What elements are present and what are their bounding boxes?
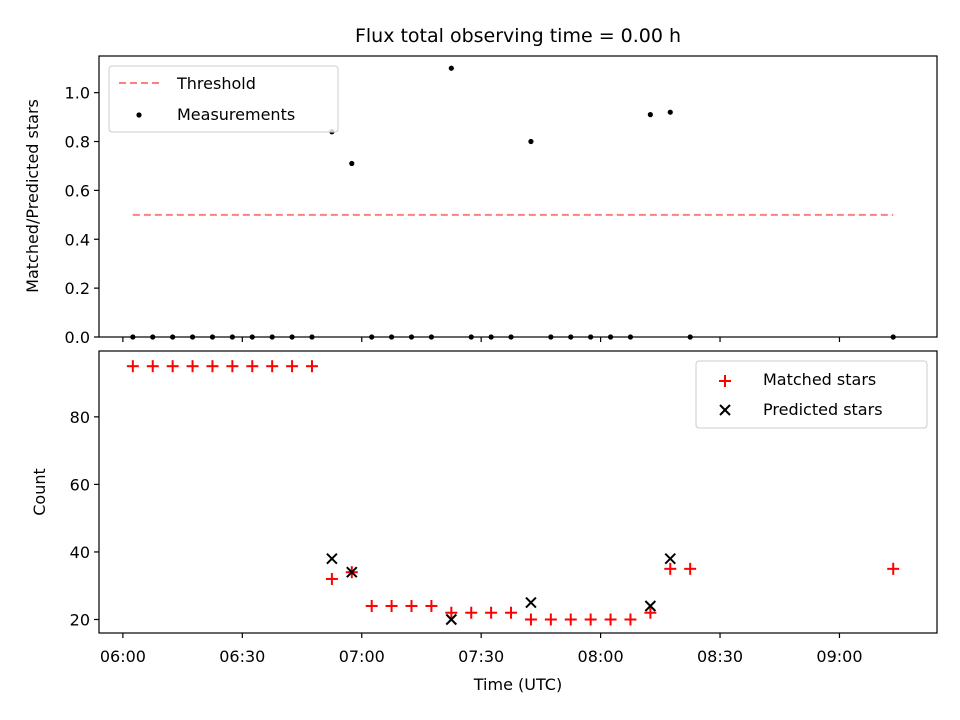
matched-star-point (887, 562, 900, 575)
matched-star-point (524, 613, 537, 626)
x-tick-label: 08:00 (578, 647, 624, 666)
top-y-tick-label: 0.4 (65, 230, 90, 249)
measurement-point (647, 112, 653, 118)
x-tick-label: 07:30 (458, 647, 504, 666)
x-tick-label: 06:30 (219, 647, 265, 666)
predicted-star-point (445, 613, 458, 626)
top-y-tick-label: 0.2 (65, 279, 90, 298)
top-y-tick-label: 1.0 (65, 84, 90, 103)
matched-star-point (425, 599, 438, 612)
matched-star-point (266, 360, 279, 373)
measurement-point (667, 109, 673, 115)
matched-star-point (385, 599, 398, 612)
matched-star-point (584, 613, 597, 626)
predicted-star-point (664, 552, 676, 565)
bottom-axes-frame (98, 350, 938, 634)
top-legend: Threshold Measurements (108, 65, 339, 133)
matched-star-point (485, 606, 498, 619)
bottom-y-tick-label: 20 (70, 610, 90, 629)
matched-star-point (684, 562, 697, 575)
x-tick-label: 09:00 (816, 647, 862, 666)
matched-star-point (644, 606, 657, 619)
x-tick-label: 07:00 (339, 647, 385, 666)
bottom-y-tick-label: 60 (70, 475, 90, 494)
matched-star-point (206, 360, 219, 373)
top-legend-box (108, 65, 339, 133)
bottom-legend-box (695, 360, 928, 429)
top-y-axis-label: Matched/Predicted stars (23, 99, 42, 293)
measurement-point (349, 160, 355, 167)
top-y-tick-label: 0.8 (65, 133, 90, 152)
legend-measurements-swatch (136, 112, 142, 118)
matched-star-point (604, 613, 617, 626)
x-tick-label: 08:30 (697, 647, 743, 666)
bottom-legend: Matched stars Predicted stars (695, 360, 928, 429)
chart-title: Flux total observing time = 0.00 h (355, 25, 681, 47)
matched-star-point (246, 360, 259, 373)
top-y-tick-label: 0.0 (65, 328, 90, 347)
measurement-point (448, 65, 454, 71)
x-tick-label: 06:00 (100, 647, 146, 666)
top-axes-frame (98, 55, 938, 338)
matched-star-point (126, 360, 139, 373)
legend-matched-swatch (719, 375, 731, 387)
legend-matched-label: Matched stars (763, 370, 876, 389)
matched-star-point (544, 613, 557, 626)
matched-star-point (325, 572, 338, 585)
matched-star-point (305, 360, 318, 373)
legend-threshold-label: Threshold (176, 74, 256, 93)
matched-star-point (445, 606, 458, 619)
matched-star-point (405, 599, 418, 612)
matched-star-point (664, 562, 677, 575)
x-axis-label: Time (UTC) (473, 675, 562, 694)
top-x-ticks (122, 337, 841, 342)
bottom-y-tick-label: 80 (70, 408, 90, 427)
bottom-marks (126, 360, 900, 626)
bottom-y-axis-label: Count (30, 468, 49, 516)
matched-star-point (166, 360, 179, 373)
matched-star-point (624, 613, 637, 626)
top-panel: 0.0 0.2 0.4 0.6 0.8 1.0 Matched/Predicted sta… (23, 55, 938, 347)
matched-star-point (146, 360, 159, 373)
matched-star-point (505, 606, 518, 619)
predicted-star-point (326, 552, 338, 565)
legend-predicted-swatch (719, 404, 731, 416)
matched-star-point (226, 360, 239, 373)
matched-star-point (186, 360, 199, 373)
legend-measurements-label: Measurements (177, 105, 295, 124)
predicted-star-point (525, 596, 537, 609)
bottom-y-ticks: 20 40 60 80 (70, 408, 99, 629)
top-y-tick-label: 0.6 (65, 181, 90, 200)
matched-star-point (286, 360, 299, 373)
measurement-point (528, 138, 534, 145)
top-y-ticks: 0.0 0.2 0.4 0.6 0.8 1.0 (65, 84, 99, 347)
predicted-star-point (644, 600, 657, 612)
matched-star-point (365, 599, 378, 612)
matched-star-point (564, 613, 577, 626)
legend-predicted-label: Predicted stars (763, 400, 883, 419)
predicted-star-point (346, 566, 358, 578)
bottom-x-ticks: 06:00 06:30 07:00 07:30 08:00 08:30 09:00 (100, 633, 863, 666)
bottom-y-tick-label: 40 (70, 543, 90, 562)
matched-star-point (465, 606, 478, 619)
